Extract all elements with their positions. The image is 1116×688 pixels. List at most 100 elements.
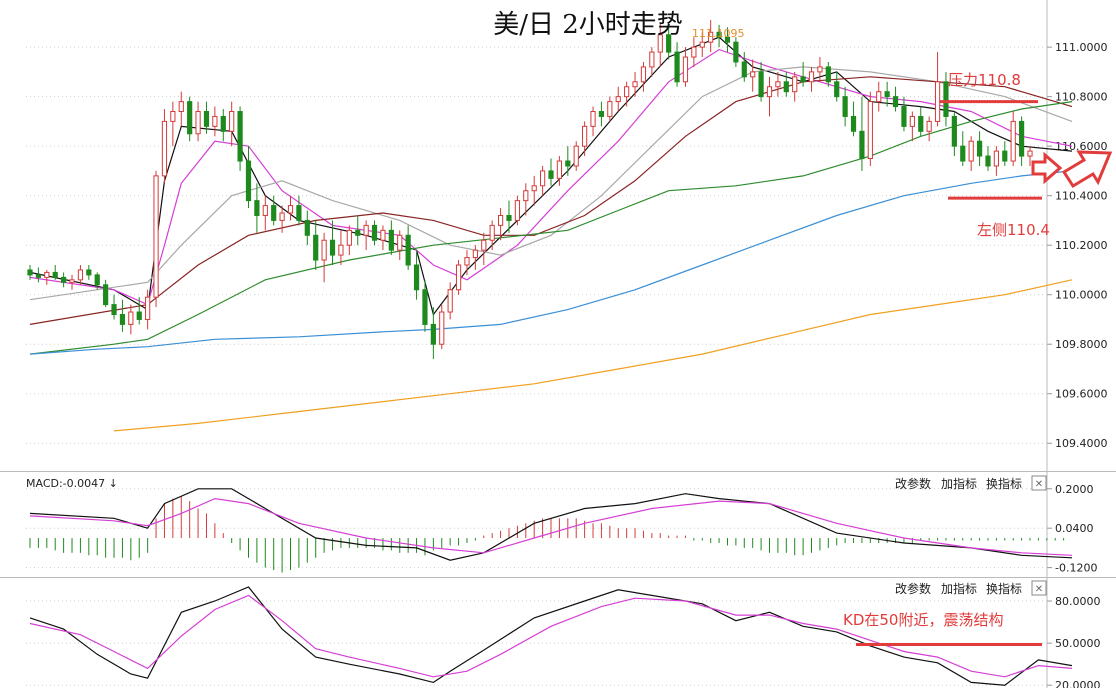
candle-body	[86, 269, 92, 276]
candle-body	[582, 125, 588, 147]
candle-body	[187, 101, 193, 135]
candle-body	[103, 284, 109, 306]
candle-body	[1018, 120, 1025, 157]
ma-line-7	[113, 279, 1073, 432]
arrow-large-icon	[1061, 150, 1113, 189]
candle-body	[153, 175, 159, 298]
candle-body	[262, 205, 268, 216]
macd-add-indicator-button[interactable]: 加指标	[941, 476, 977, 491]
candle-body	[287, 205, 294, 214]
candle-body	[195, 111, 201, 135]
price-tick-label: 109.4000	[1055, 437, 1108, 450]
macd-change-params-button[interactable]: 改参数	[895, 476, 931, 491]
ma-line-6	[29, 170, 1073, 355]
candle-body	[94, 274, 100, 286]
candle-body	[136, 311, 142, 320]
candle-body	[632, 81, 638, 88]
candle-body	[556, 160, 563, 179]
price-tick-label: 111.0000	[1055, 41, 1108, 54]
candle-body	[531, 185, 537, 192]
price-tick-label: 110.6000	[1055, 140, 1108, 153]
candle-body	[976, 140, 983, 157]
kd-switch-indicator-button[interactable]: 换指标	[986, 581, 1022, 596]
candle-body	[405, 234, 411, 266]
candle-body	[128, 311, 134, 325]
candle-body	[615, 96, 621, 103]
arrow-small-icon	[1031, 151, 1063, 185]
candle-body	[783, 81, 789, 93]
macd-label: MACD:-0.0047 ↓	[26, 477, 118, 490]
macd-tick-label: -0.1200	[1055, 562, 1097, 575]
candle-body	[867, 101, 873, 160]
price-tick-label: 109.6000	[1055, 388, 1108, 401]
candle-body	[926, 120, 932, 132]
macd-histogram	[29, 496, 1065, 573]
kd-d-line	[29, 594, 1073, 678]
candle-body	[733, 41, 739, 63]
price-axis-ticks: 111.0000 110.8000 110.6000 110.4000 110.2000…	[1047, 41, 1108, 450]
candle-body	[724, 36, 731, 43]
candle-body	[808, 71, 815, 83]
price-tick-label: 110.0000	[1055, 289, 1108, 302]
candle-body	[439, 311, 445, 345]
candle-body	[44, 271, 50, 278]
candle-body	[271, 205, 277, 221]
candle-body	[145, 296, 151, 320]
candle-body	[346, 229, 352, 246]
candle-body	[993, 150, 999, 167]
kd-add-indicator-button[interactable]: 加指标	[941, 581, 977, 596]
candle-body	[540, 170, 546, 187]
candle-body	[329, 239, 336, 256]
macd-axis-ticks: 0.2000 0.0400 -0.1200	[1047, 483, 1097, 575]
candle-body	[27, 269, 33, 276]
candle-body	[52, 271, 58, 278]
candle-body	[69, 279, 75, 283]
kd-change-params-button[interactable]: 改参数	[895, 581, 931, 596]
macd-tick-label: 0.2000	[1055, 483, 1094, 496]
candle-body	[472, 249, 478, 259]
candle-body	[590, 111, 596, 127]
candle-body	[766, 86, 773, 98]
candle-body	[413, 264, 420, 291]
macd-close-button[interactable]	[1031, 475, 1047, 491]
candle-body	[371, 224, 378, 241]
candle-body	[489, 224, 495, 241]
candle-body	[573, 145, 579, 167]
macd-close-icon: ✕	[1035, 479, 1043, 490]
grid-lines	[26, 46, 1046, 686]
chart-title: 美/日 2小时走势	[493, 10, 683, 40]
kd-tick-label: 80.0000	[1055, 595, 1101, 608]
candle-body	[296, 205, 302, 221]
candle-body	[279, 212, 285, 221]
candle-body	[674, 51, 680, 83]
candle-body	[245, 160, 252, 202]
candle-body	[77, 269, 84, 281]
support-label: 左侧110.4	[977, 221, 1050, 239]
candle-body	[657, 34, 663, 53]
candle-body	[1027, 150, 1033, 157]
candle-body	[229, 111, 235, 132]
candle-body	[708, 31, 714, 43]
candle-body	[1002, 150, 1008, 162]
candle-body	[313, 234, 319, 261]
candle-body	[649, 51, 655, 68]
candle-body	[691, 46, 697, 58]
kd-axis-ticks: 80.0000 50.0000 20.0000	[1047, 595, 1101, 688]
price-tick-label: 110.2000	[1055, 239, 1108, 252]
candle-body	[792, 76, 798, 93]
candle-body	[943, 81, 949, 117]
candle-body	[455, 264, 462, 291]
candle-body	[876, 91, 882, 103]
candle-body	[741, 61, 747, 78]
candle-body	[237, 111, 243, 162]
kd-close-button[interactable]	[1031, 580, 1047, 596]
candle-body	[254, 200, 260, 216]
macd-switch-indicator-button[interactable]: 换指标	[986, 476, 1022, 491]
macd-dea-line	[29, 497, 1073, 556]
kd-tick-label: 50.0000	[1055, 637, 1101, 650]
candle-body	[355, 229, 361, 236]
peak-price-label: 111.1095	[692, 27, 745, 40]
candle-body	[111, 304, 117, 316]
